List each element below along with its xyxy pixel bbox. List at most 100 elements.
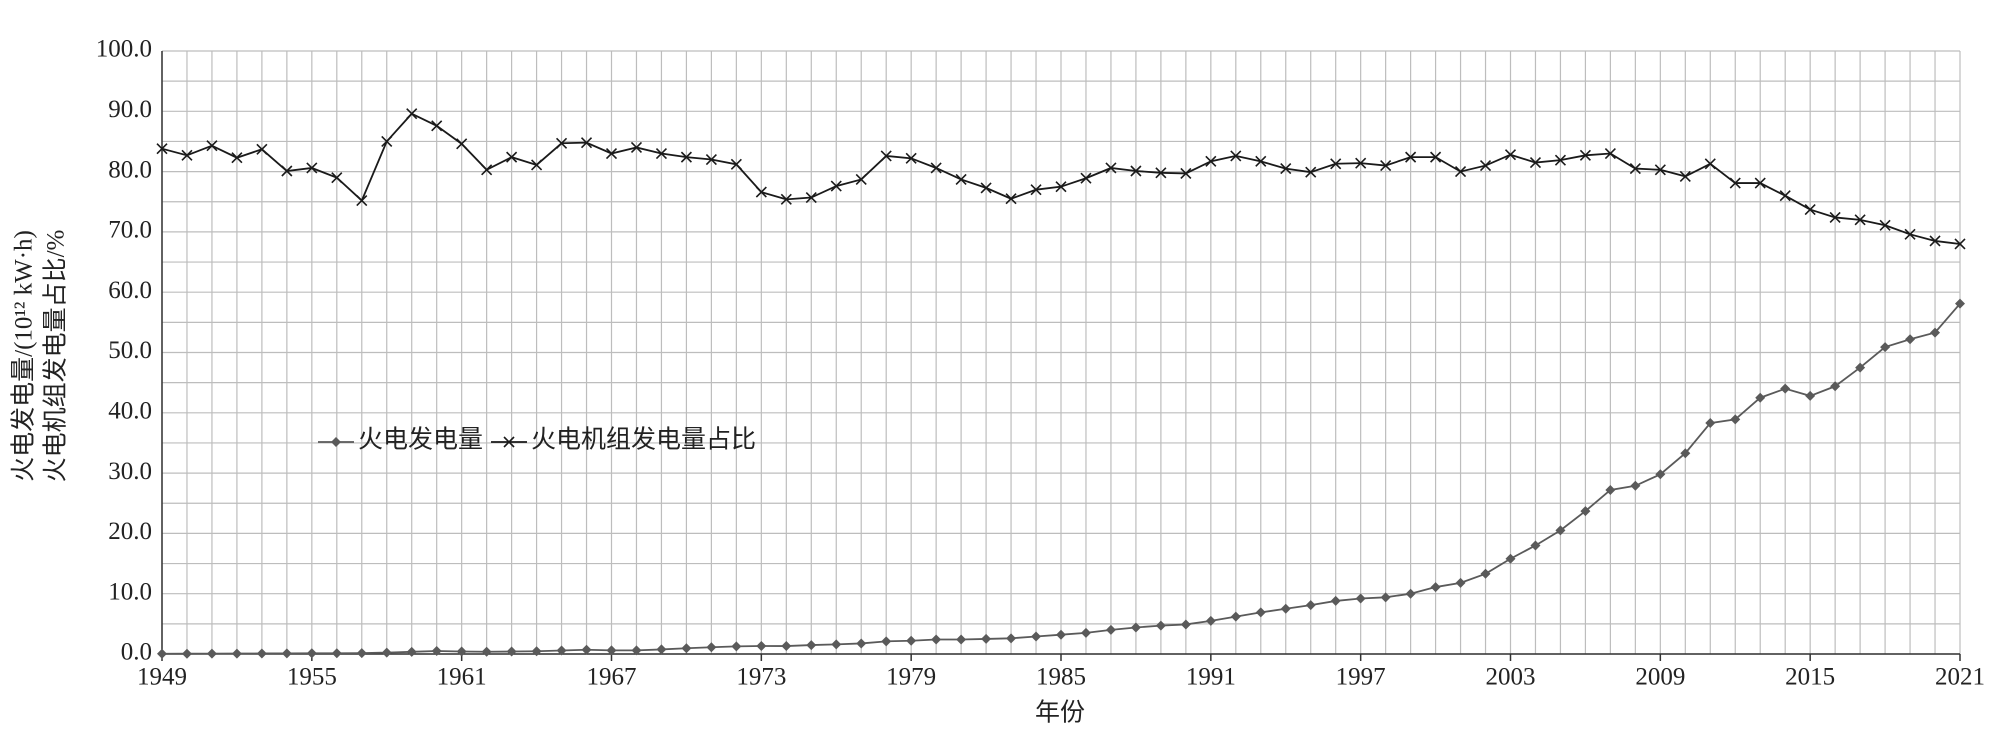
x-marker xyxy=(805,191,817,204)
diamond-marker xyxy=(1130,622,1141,633)
x-marker xyxy=(281,165,293,177)
diamond-marker xyxy=(556,645,567,656)
x-marker xyxy=(830,180,842,192)
x-marker xyxy=(780,193,792,205)
y-axis-label: 火电发电量/(10¹² kW·h) xyxy=(10,230,38,482)
diamond-marker xyxy=(456,646,467,657)
x-marker xyxy=(1529,156,1542,169)
x-marker xyxy=(1280,163,1292,175)
diamond-marker xyxy=(1006,633,1017,644)
x-marker xyxy=(1479,160,1492,172)
y-tick-label: 20.0 xyxy=(108,518,152,545)
diamond-marker xyxy=(906,635,917,646)
x-marker xyxy=(1754,177,1766,189)
x-marker xyxy=(905,152,917,164)
x-marker xyxy=(1180,167,1192,179)
diamond-marker xyxy=(731,641,742,652)
x-marker xyxy=(1230,150,1242,162)
x-marker xyxy=(1679,170,1691,182)
x-marker xyxy=(331,172,343,184)
x-marker xyxy=(1205,155,1217,167)
diamond-marker xyxy=(181,648,192,659)
x-marker xyxy=(1504,149,1517,161)
diamond-marker xyxy=(1080,627,1091,638)
x-marker xyxy=(1055,181,1067,193)
x-marker xyxy=(531,159,543,171)
x-marker xyxy=(256,143,268,155)
diamond-marker xyxy=(1705,418,1716,429)
y-tick-label: 100.0 xyxy=(96,36,152,63)
x-marker xyxy=(605,147,618,160)
diamond-marker xyxy=(206,648,217,659)
x-marker xyxy=(1729,177,1741,189)
diamond-marker xyxy=(1230,611,1241,622)
y-tick-label: 30.0 xyxy=(108,458,152,485)
x-marker xyxy=(980,182,992,194)
diamond-marker xyxy=(1180,619,1191,630)
x-marker xyxy=(955,173,967,186)
y-tick-label: 0.0 xyxy=(121,639,152,666)
diamond-marker xyxy=(1805,390,1816,401)
diamond-marker xyxy=(331,648,342,659)
diamond-marker xyxy=(406,646,417,657)
x-tick-label: 2003 xyxy=(1486,664,1536,691)
x-marker xyxy=(1405,151,1417,163)
diamond-marker xyxy=(1405,588,1416,599)
x-axis-label: 年份 xyxy=(1035,699,1085,727)
x-marker xyxy=(755,186,767,198)
diamond-marker xyxy=(1031,631,1042,642)
x-marker xyxy=(503,436,515,448)
x-marker xyxy=(855,173,867,186)
x-marker xyxy=(1954,238,1966,250)
x-tick-label: 2009 xyxy=(1635,664,1685,691)
x-marker xyxy=(730,158,742,170)
x-marker xyxy=(1255,155,1267,167)
x-marker xyxy=(880,150,892,162)
diamond-marker xyxy=(831,639,842,650)
diamond-marker xyxy=(1930,327,1941,338)
diamond-marker xyxy=(1105,624,1116,635)
diamond-marker xyxy=(1305,600,1316,611)
y-tick-label: 70.0 xyxy=(108,217,152,244)
y-tick-label: 80.0 xyxy=(108,156,152,183)
x-marker xyxy=(1380,160,1392,172)
x-marker xyxy=(1704,158,1716,170)
diamond-marker xyxy=(1780,383,1791,394)
diamond-marker xyxy=(1555,525,1566,536)
diamond-marker xyxy=(631,645,642,656)
x-marker xyxy=(1305,166,1317,178)
diamond-marker xyxy=(1830,381,1841,392)
diamond-marker xyxy=(1056,629,1066,640)
diamond-marker xyxy=(1755,392,1766,403)
x-marker xyxy=(1105,162,1117,174)
diamond-marker xyxy=(281,648,292,659)
x-tick-label: 1961 xyxy=(437,664,487,691)
x-marker xyxy=(1579,149,1591,161)
x-marker xyxy=(1779,190,1791,202)
x-marker xyxy=(1080,172,1092,184)
x-marker xyxy=(231,152,243,164)
x-tick-label: 1967 xyxy=(587,664,637,691)
diamond-marker xyxy=(1655,469,1666,480)
diamond-marker xyxy=(1905,334,1916,345)
diamond-marker xyxy=(1355,593,1366,604)
x-marker xyxy=(1454,166,1467,178)
diamond-marker xyxy=(1630,480,1641,491)
diamond-marker xyxy=(1605,484,1616,495)
x-marker xyxy=(406,108,418,120)
diamond-marker xyxy=(1280,603,1291,614)
x-marker xyxy=(705,153,717,166)
diamond-marker xyxy=(931,634,942,645)
x-tick-label: 1997 xyxy=(1336,664,1386,691)
diamond-marker xyxy=(1530,540,1541,551)
diamond-marker xyxy=(856,638,867,649)
x-marker xyxy=(1155,167,1167,179)
x-marker xyxy=(356,194,368,207)
diamond-marker xyxy=(806,640,817,651)
x-marker xyxy=(1554,154,1567,166)
x-marker xyxy=(1654,164,1666,176)
diamond-marker xyxy=(1330,595,1341,606)
x-marker xyxy=(1879,219,1891,231)
diamond-marker xyxy=(1730,414,1741,425)
